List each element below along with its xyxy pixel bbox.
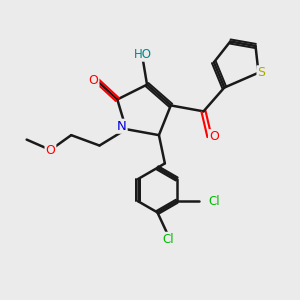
Text: HO: HO xyxy=(134,48,152,61)
Text: Cl: Cl xyxy=(162,233,174,246)
Text: S: S xyxy=(257,66,266,79)
Text: Cl: Cl xyxy=(208,195,220,208)
Text: O: O xyxy=(46,143,56,157)
Text: O: O xyxy=(209,130,219,143)
Text: O: O xyxy=(88,74,98,87)
Text: N: N xyxy=(117,120,127,133)
